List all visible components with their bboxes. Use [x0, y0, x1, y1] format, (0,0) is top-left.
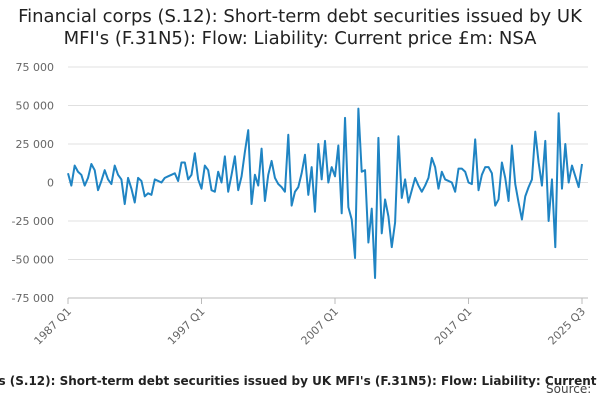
x-tick-label: 1987 Q1 — [32, 305, 75, 348]
y-tick-label: 25 000 — [16, 138, 55, 151]
x-tick-label: 2025 Q3 — [546, 305, 589, 348]
data-line — [67, 107, 583, 279]
y-tick-label: 75 000 — [16, 61, 55, 74]
y-tick-label: -50 000 — [12, 254, 54, 267]
y-tick-label: -25 000 — [12, 215, 54, 228]
y-tick-label: 0 — [47, 177, 54, 190]
y-tick-label: -75 000 — [12, 292, 54, 305]
footer-title: Financial corps (S.12): Short-term debt … — [0, 374, 600, 388]
chart-title: Financial corps (S.12): Short-term debt … — [18, 6, 582, 49]
source: Source: — [546, 382, 591, 396]
x-tick-label: 1997 Q1 — [165, 305, 208, 348]
x-tick-label: 2017 Q1 — [432, 305, 475, 348]
x-tick-label: 2007 Q1 — [299, 305, 342, 348]
y-tick-label: 50 000 — [16, 100, 55, 113]
